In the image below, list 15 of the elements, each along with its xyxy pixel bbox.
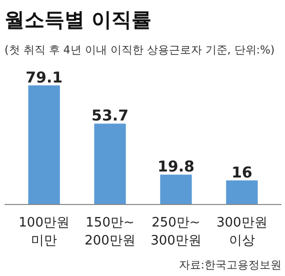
bar [160, 174, 192, 204]
x-tick-label: 250만~ 300만원 [150, 216, 202, 248]
data-label: 19.8 [157, 158, 194, 176]
data-label: 16 [231, 163, 252, 182]
x-tick-label: 100만원 미만 [18, 216, 70, 248]
data-label: 53.7 [92, 106, 129, 125]
bar [94, 124, 126, 204]
data-label: 79.1 [26, 68, 63, 86]
bar [28, 85, 60, 204]
text: 자료:한국고용정보원 [178, 258, 282, 272]
chart-title: 월소득별 이직률 [4, 8, 152, 32]
x-tick-label: 300만원 이상 [216, 216, 268, 248]
chart-subtitle: (첫 취직 후 4년 이내 이직한 상용근로자 기준, 단위:%) [4, 44, 275, 56]
bar [226, 180, 258, 204]
x-tick-label: 150만~ 200만원 [84, 216, 136, 248]
